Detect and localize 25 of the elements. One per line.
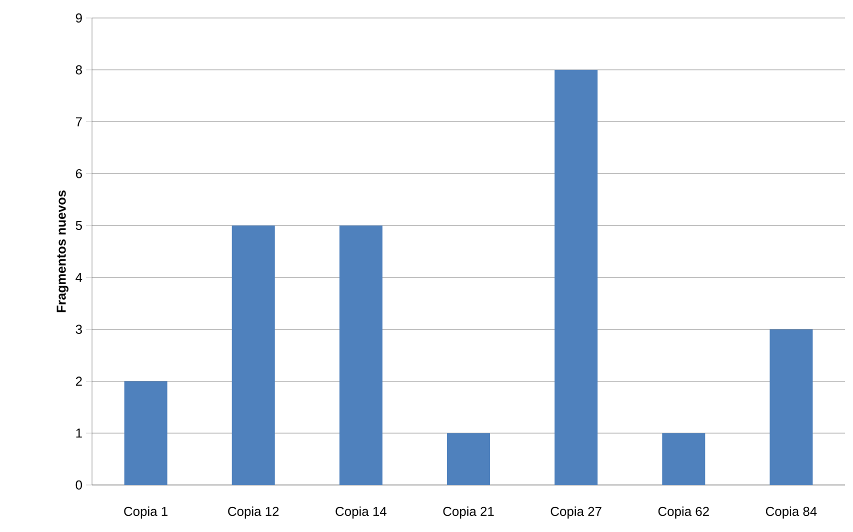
bar	[770, 329, 813, 485]
y-tick-label: 4	[76, 272, 82, 282]
y-tick-label: 9	[76, 13, 82, 23]
bar	[124, 381, 168, 485]
bar	[232, 226, 275, 485]
bar	[554, 70, 598, 485]
y-tick-label: 8	[76, 65, 82, 74]
x-tick-label: Copia 1	[124, 506, 168, 519]
bar	[447, 433, 490, 485]
x-tick-label: Copia 27	[550, 506, 602, 519]
y-tick-label: 1	[76, 428, 82, 438]
x-tick-label: Copia 12	[228, 506, 279, 519]
y-tick-label: 2	[76, 376, 82, 386]
x-tick-label: Copia 21	[443, 506, 494, 519]
y-tick-label: 3	[76, 324, 82, 334]
x-tick-label: Copia 62	[658, 506, 709, 519]
bar	[662, 433, 706, 485]
y-tick-label: 6	[76, 169, 82, 178]
y-tick-label: 5	[76, 221, 82, 230]
bar	[339, 226, 382, 485]
y-axis-title: Fragmentos nuevos	[56, 190, 68, 312]
x-tick-label: Copia 84	[766, 506, 817, 519]
y-tick-label: 7	[76, 117, 82, 126]
x-tick-label: Copia 14	[336, 506, 386, 519]
y-tick-label: 0	[76, 480, 82, 490]
